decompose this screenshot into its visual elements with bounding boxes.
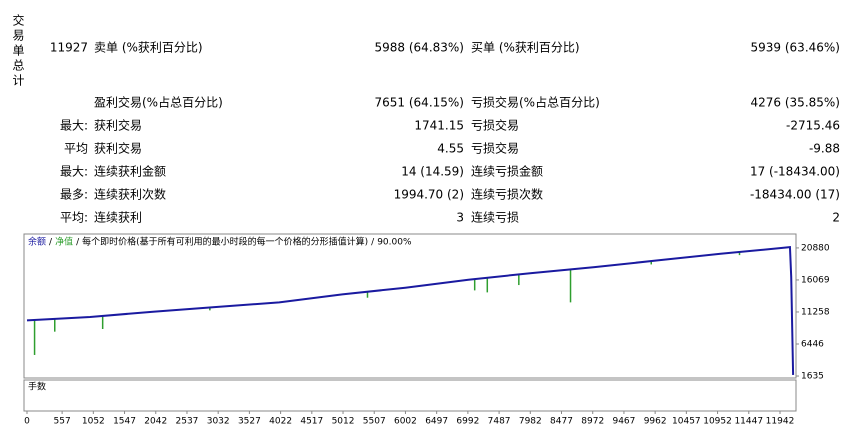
modeling-quality: 90.00% (377, 238, 412, 248)
field-name: 连续获利金额 (94, 164, 166, 179)
lots-frame (23, 379, 797, 412)
x-tick-label: 5507 (363, 417, 386, 427)
x-tick-label: 7982 (519, 417, 542, 427)
x-tick-label: 4022 (269, 417, 292, 427)
field-name: 连续获利 (94, 210, 142, 225)
x-tick-label: 1052 (82, 417, 105, 427)
field-value: -18434.00 (17) (750, 188, 840, 202)
x-tick-label: 4517 (300, 417, 323, 427)
field-value: -9.88 (809, 142, 840, 156)
x-tick-label: 8972 (581, 417, 604, 427)
legend-separator: / (371, 238, 375, 248)
balance-line (26, 246, 795, 375)
y-tick-label: 16069 (801, 275, 830, 285)
field-name: 买单 (%获利百分比) (471, 41, 580, 55)
field-name: 连续亏损 (471, 210, 519, 225)
x-tick-label: 3527 (238, 417, 261, 427)
row-label: 最大: (60, 165, 88, 179)
x-tick-label: 8477 (550, 417, 573, 427)
side-label: 交易单总计 (11, 13, 25, 89)
x-tick-label: 10457 (672, 417, 701, 427)
row-label: 平均: (60, 211, 88, 225)
x-tick-label: 0 (24, 417, 30, 427)
x-tick-label: 557 (54, 417, 71, 427)
x-tick-label: 1547 (113, 417, 136, 427)
field-value: 1741.15 (414, 119, 464, 133)
field-name: 盈利交易(%占总百分比) (94, 95, 223, 110)
x-tick-label: 11447 (734, 417, 763, 427)
legend-note: 每个即时价格(基于所有可利用的最小时段的每一个价格的分形插值计算) (82, 236, 368, 248)
y-tick-label: 20880 (801, 243, 830, 253)
x-tick-label: 3032 (207, 417, 230, 427)
x-tick-label: 10952 (703, 417, 732, 427)
legend-separator: / (49, 238, 53, 248)
y-tick-label: 6446 (801, 340, 824, 350)
field-value: 4276 (35.85%) (751, 96, 840, 110)
x-tick-label: 2042 (144, 417, 167, 427)
field-name: 亏损交易 (471, 118, 519, 133)
field-value: 7651 (64.15%) (375, 96, 464, 110)
legend-separator: / (76, 238, 80, 248)
x-tick-label: 5012 (332, 417, 355, 427)
y-tick-label: 1635 (801, 372, 824, 382)
x-tick-label: 9467 (612, 417, 635, 427)
field-value: 1994.70 (2) (394, 188, 464, 202)
x-tick-label: 6002 (394, 417, 417, 427)
row-label: 平均 (64, 142, 88, 156)
x-tick-label: 9962 (644, 417, 667, 427)
lots-label: 手数 (28, 381, 46, 393)
field-name: 获利交易 (94, 118, 142, 133)
field-value: 5988 (64.83%) (375, 41, 464, 55)
field-value: -2715.46 (786, 119, 840, 133)
field-name: 连续亏损次数 (471, 187, 543, 202)
x-tick-label: 6992 (456, 417, 479, 427)
field-name: 亏损交易 (471, 141, 519, 156)
legend-entry: 净值 (55, 236, 73, 248)
chart-frame (23, 233, 797, 379)
x-tick-label: 11942 (766, 417, 795, 427)
y-tick-label: 11258 (801, 307, 830, 317)
legend-entry: 余额 (28, 236, 46, 248)
x-tick-label: 7487 (488, 417, 511, 427)
field-value: 17 (-18434.00) (750, 165, 840, 179)
field-value: 14 (14.59) (401, 165, 464, 179)
field-name: 连续获利次数 (94, 187, 166, 202)
row-label: 最大: (60, 119, 88, 133)
field-value: 5939 (63.46%) (751, 41, 840, 55)
field-name: 获利交易 (94, 141, 142, 156)
x-tick-label: 6497 (425, 417, 448, 427)
field-name: 连续亏损金额 (471, 164, 543, 179)
field-value: 4.55 (437, 142, 464, 156)
row-label: 11927 (50, 41, 88, 55)
x-tick-label: 2537 (176, 417, 199, 427)
row-label: 最多: (60, 188, 88, 202)
field-name: 亏损交易(%占总百分比) (471, 95, 600, 110)
field-name: 卖单 (%获利百分比) (94, 41, 203, 55)
field-value: 3 (456, 211, 464, 225)
field-value: 2 (832, 211, 840, 225)
